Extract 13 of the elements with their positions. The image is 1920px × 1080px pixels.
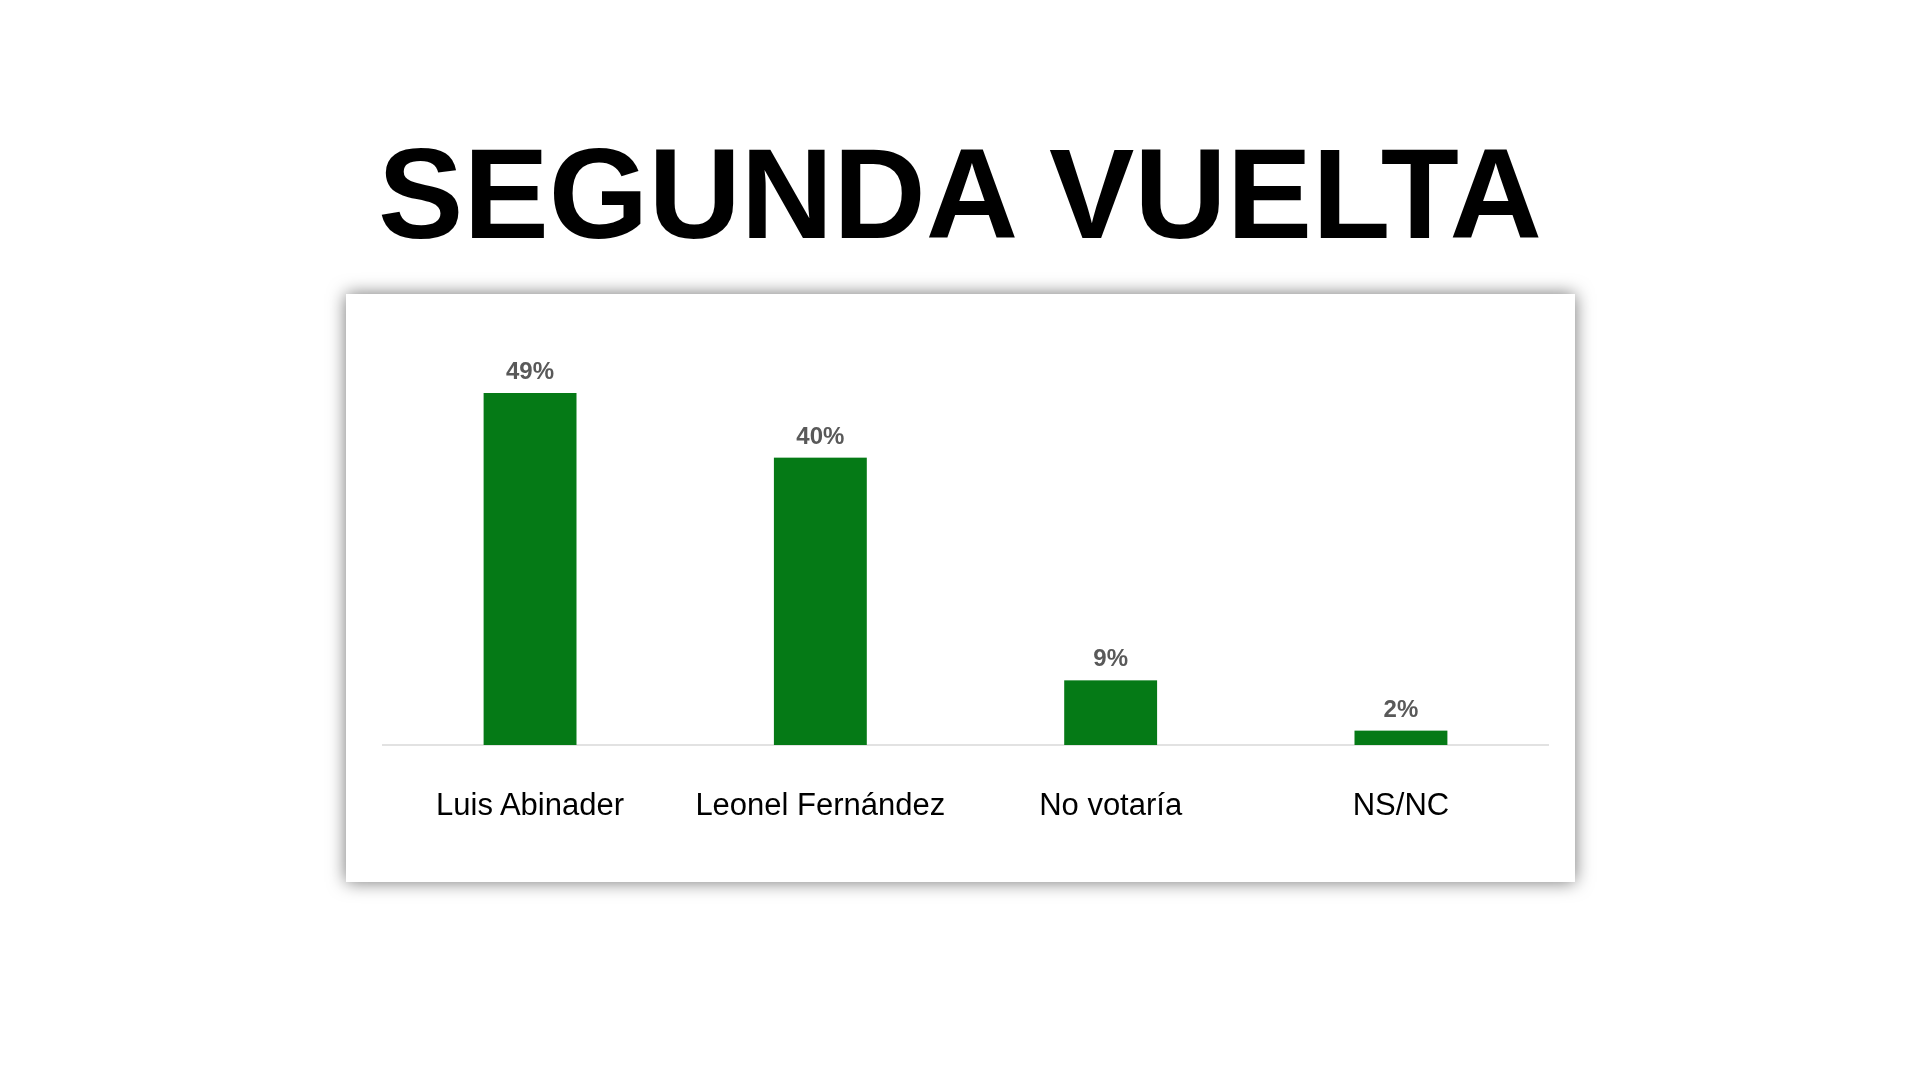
data-label: 2% xyxy=(1383,694,1419,722)
data-label: 40% xyxy=(796,421,845,449)
bar xyxy=(483,393,577,745)
data-label: 9% xyxy=(1093,644,1128,672)
chart-title: SEGUNDA VUELTA xyxy=(378,122,1542,265)
bar xyxy=(1354,730,1448,745)
x-tick-label: Leonel Fernández xyxy=(695,787,946,822)
data-label: 49% xyxy=(506,357,555,384)
x-tick-label: NS/NC xyxy=(1352,787,1450,822)
bar xyxy=(1064,680,1158,745)
x-tick-label: Luis Abinader xyxy=(436,787,624,822)
bar xyxy=(773,457,867,745)
x-tick-label: No votaría xyxy=(1039,787,1183,822)
